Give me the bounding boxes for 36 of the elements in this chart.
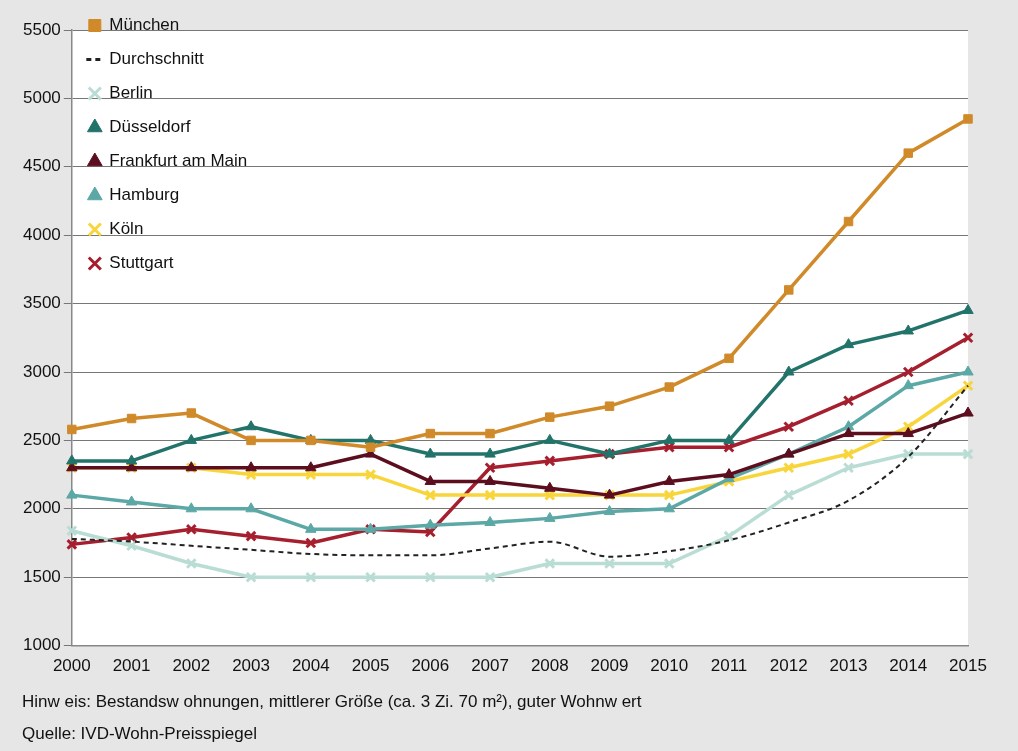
y-tick-label: 1000 <box>22 635 61 655</box>
x-tick-label: 2007 <box>471 656 509 676</box>
legend-label: München <box>109 15 180 35</box>
y-tick-label: 3500 <box>22 293 61 313</box>
x-tick-label: 2008 <box>530 656 569 676</box>
legend-label: Köln <box>109 219 144 239</box>
x-tick-label: 2012 <box>769 656 808 676</box>
x-tick-label: 2004 <box>291 656 330 676</box>
x-tick-label: 2013 <box>829 656 868 676</box>
text: Hinw eis: Bestandsw ohnungen, mittlerer Größe (ca. 3 Zi. 70 m²), guter Wohnw ert <box>22 691 642 713</box>
x-tick-label: 2009 <box>590 656 629 676</box>
y-tick-label: 2000 <box>22 498 61 518</box>
y-tick-label: 2500 <box>22 430 61 450</box>
legend-label: Frankfurt am Main <box>109 151 248 171</box>
x-tick-label: 2006 <box>411 656 450 676</box>
legend-label: Stuttgart <box>109 253 174 273</box>
y-tick-label: 4000 <box>22 224 61 244</box>
x-tick-label: 2015 <box>949 656 987 676</box>
legend-label: Düsseldorf <box>109 117 191 137</box>
y-tick-label: 5000 <box>22 88 61 108</box>
y-tick-label: 1500 <box>22 566 61 586</box>
x-tick-label: 2002 <box>172 656 211 676</box>
source-note: Quelle: IVD-Wohn-Preisspiegel <box>22 723 258 745</box>
y-tick-label: 4500 <box>22 156 61 176</box>
x-tick-label: 2003 <box>232 656 270 676</box>
x-tick-label: 2000 <box>52 656 91 676</box>
x-tick-label: 2011 <box>710 656 748 676</box>
legend-label: Durchschnitt <box>109 49 205 69</box>
y-tick-label: 5500 <box>22 19 61 39</box>
x-tick-label: 2014 <box>889 656 928 676</box>
x-tick-label: 2010 <box>650 656 689 676</box>
legend-label: Hamburg <box>109 185 180 205</box>
legend-label: Berlin <box>109 83 153 103</box>
y-tick-label: 3000 <box>22 361 61 381</box>
x-tick-label: 2005 <box>351 656 390 676</box>
x-tick-label: 2001 <box>112 656 151 676</box>
